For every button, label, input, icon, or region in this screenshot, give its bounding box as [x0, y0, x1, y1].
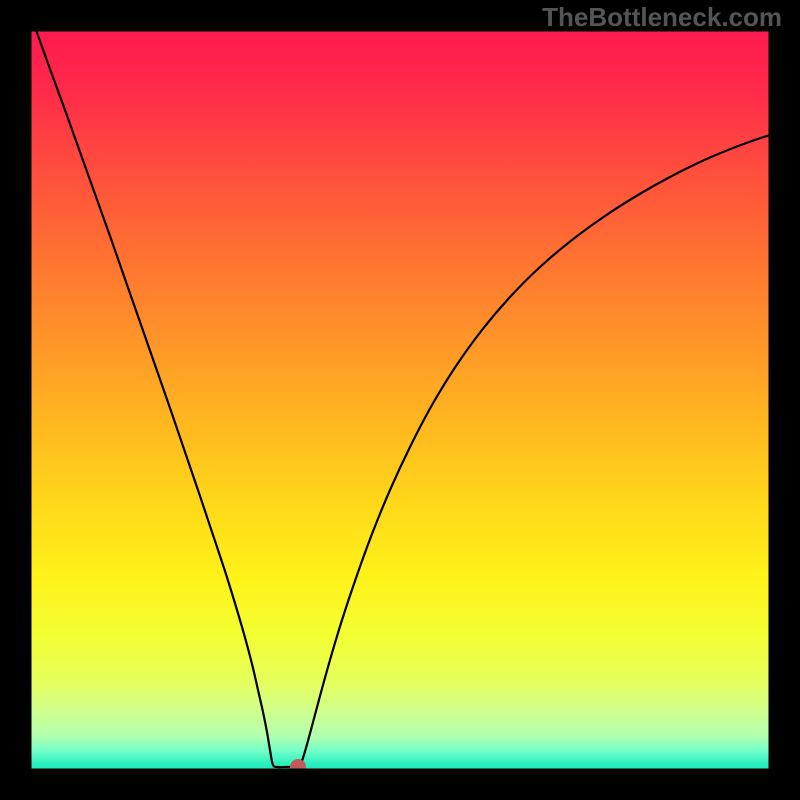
- bottleneck-chart: [0, 0, 800, 800]
- gradient-background: [30, 30, 770, 770]
- watermark-text: TheBottleneck.com: [542, 2, 782, 33]
